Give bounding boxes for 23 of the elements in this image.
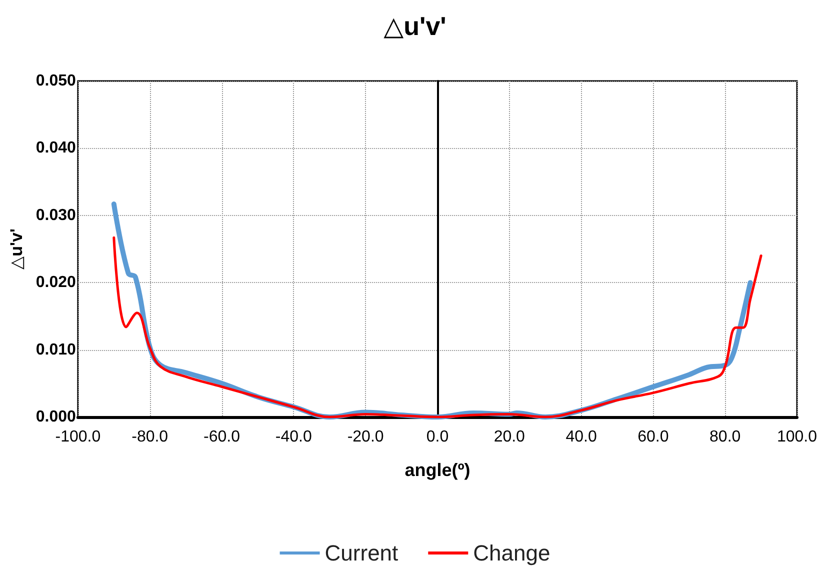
x-tick-label: 60.0 (638, 428, 669, 446)
x-tick-label: 0.0 (426, 428, 449, 446)
y-tick-label: 0.050 (36, 72, 76, 90)
legend-label: Change (473, 540, 550, 566)
legend-label: Current (324, 540, 398, 566)
x-tick-label: 20.0 (494, 428, 526, 446)
y-tick-label: 0.010 (36, 341, 76, 358)
y-tick-label: 0.020 (36, 274, 76, 292)
y-tick-label: 0.040 (36, 140, 76, 157)
x-tick-label: -40.0 (275, 428, 312, 446)
y-tick-label: 0.000 (36, 408, 76, 426)
line-series (112, 236, 762, 418)
x-tick-label: 100.0 (776, 428, 818, 446)
x-axis-title: angle(º) (404, 460, 470, 480)
x-tick-label: -80.0 (132, 428, 168, 446)
x-tick-label: -20.0 (347, 428, 384, 446)
chart-title: △u'v' (384, 11, 446, 41)
y-axis-title: △u'v' (7, 228, 26, 270)
x-tick-label: 80.0 (710, 428, 741, 446)
x-tick-label: -100.0 (55, 428, 101, 446)
x-tick-label: -60.0 (204, 428, 240, 446)
x-tick-label: 40.0 (566, 428, 597, 446)
y-tick-label: 0.030 (36, 206, 76, 224)
